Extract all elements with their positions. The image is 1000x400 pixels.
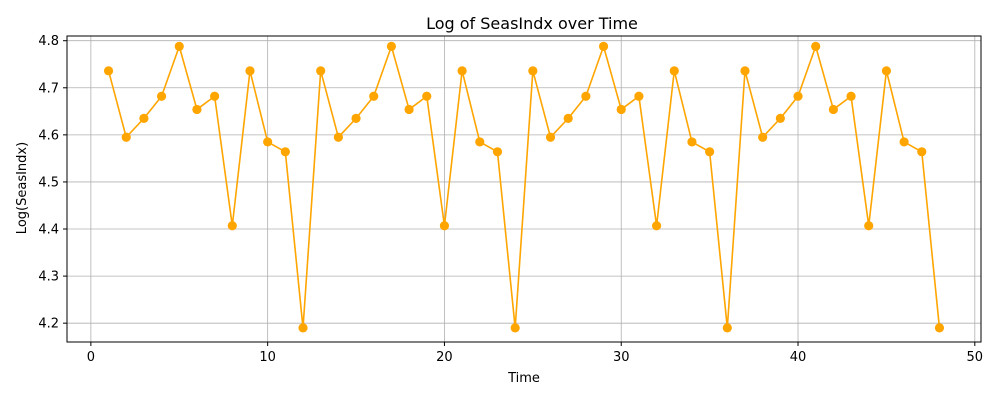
data-point xyxy=(333,132,343,142)
data-point xyxy=(917,147,927,157)
chart-title: Log of SeasIndx over Time xyxy=(426,14,638,33)
data-point xyxy=(210,91,220,101)
series-layer xyxy=(103,41,945,333)
data-point xyxy=(705,147,715,157)
data-point xyxy=(616,104,626,115)
axis-ticks: 0 10 20 30 40 50 4.2 4.3 4.4 4.5 4.6 4.7 4.8 xyxy=(38,34,983,365)
y-tick-label: 4.4 xyxy=(38,223,59,238)
data-point xyxy=(369,91,379,101)
data-point xyxy=(492,147,503,157)
x-axis-title: Time xyxy=(507,371,540,386)
data-point xyxy=(634,91,644,101)
data-point xyxy=(457,66,467,76)
data-point xyxy=(545,132,556,142)
data-point xyxy=(899,137,909,147)
data-point xyxy=(811,41,821,51)
x-tick-label: 0 xyxy=(87,350,95,365)
data-point xyxy=(316,66,326,76)
data-point xyxy=(510,323,520,333)
data-point xyxy=(722,323,732,333)
data-point xyxy=(245,66,255,76)
data-point xyxy=(775,113,785,123)
x-tick-label: 40 xyxy=(790,350,807,365)
data-point xyxy=(192,104,202,115)
data-point xyxy=(934,323,945,333)
x-tick-label: 10 xyxy=(259,350,276,365)
data-point xyxy=(280,147,290,157)
data-point xyxy=(651,221,662,231)
data-point xyxy=(103,66,114,76)
data-point xyxy=(687,137,697,147)
data-point xyxy=(404,104,414,115)
y-tick-label: 4.8 xyxy=(38,34,59,49)
data-point xyxy=(881,66,892,76)
data-point xyxy=(846,91,856,101)
data-point xyxy=(386,41,397,51)
data-point xyxy=(528,66,538,76)
y-tick-label: 4.5 xyxy=(38,175,59,190)
y-axis-title: Log(SeasIndx) xyxy=(15,142,30,234)
data-point xyxy=(793,91,803,101)
x-tick-label: 20 xyxy=(436,350,453,365)
data-point xyxy=(758,132,768,142)
x-tick-label: 30 xyxy=(613,350,630,365)
data-point xyxy=(669,66,679,76)
data-point xyxy=(351,113,361,123)
data-point xyxy=(581,91,591,101)
data-point xyxy=(475,137,485,147)
y-tick-label: 4.6 xyxy=(38,128,59,143)
plot-frame xyxy=(66,35,982,343)
y-tick-label: 4.7 xyxy=(38,81,59,96)
data-point xyxy=(598,41,609,51)
data-point xyxy=(439,221,450,231)
y-tick-label: 4.2 xyxy=(38,317,59,332)
data-point xyxy=(174,41,184,51)
data-point xyxy=(422,91,432,101)
data-point xyxy=(227,221,237,231)
data-point xyxy=(121,132,131,142)
data-point xyxy=(263,137,273,147)
data-point xyxy=(139,113,149,123)
data-point xyxy=(298,323,308,333)
data-point xyxy=(563,113,573,123)
data-point xyxy=(740,66,750,76)
x-tick-label: 50 xyxy=(967,350,984,365)
y-tick-label: 4.3 xyxy=(38,270,59,285)
data-point xyxy=(828,104,838,115)
data-point xyxy=(864,221,874,231)
series-line xyxy=(107,45,941,329)
data-point xyxy=(156,91,167,101)
